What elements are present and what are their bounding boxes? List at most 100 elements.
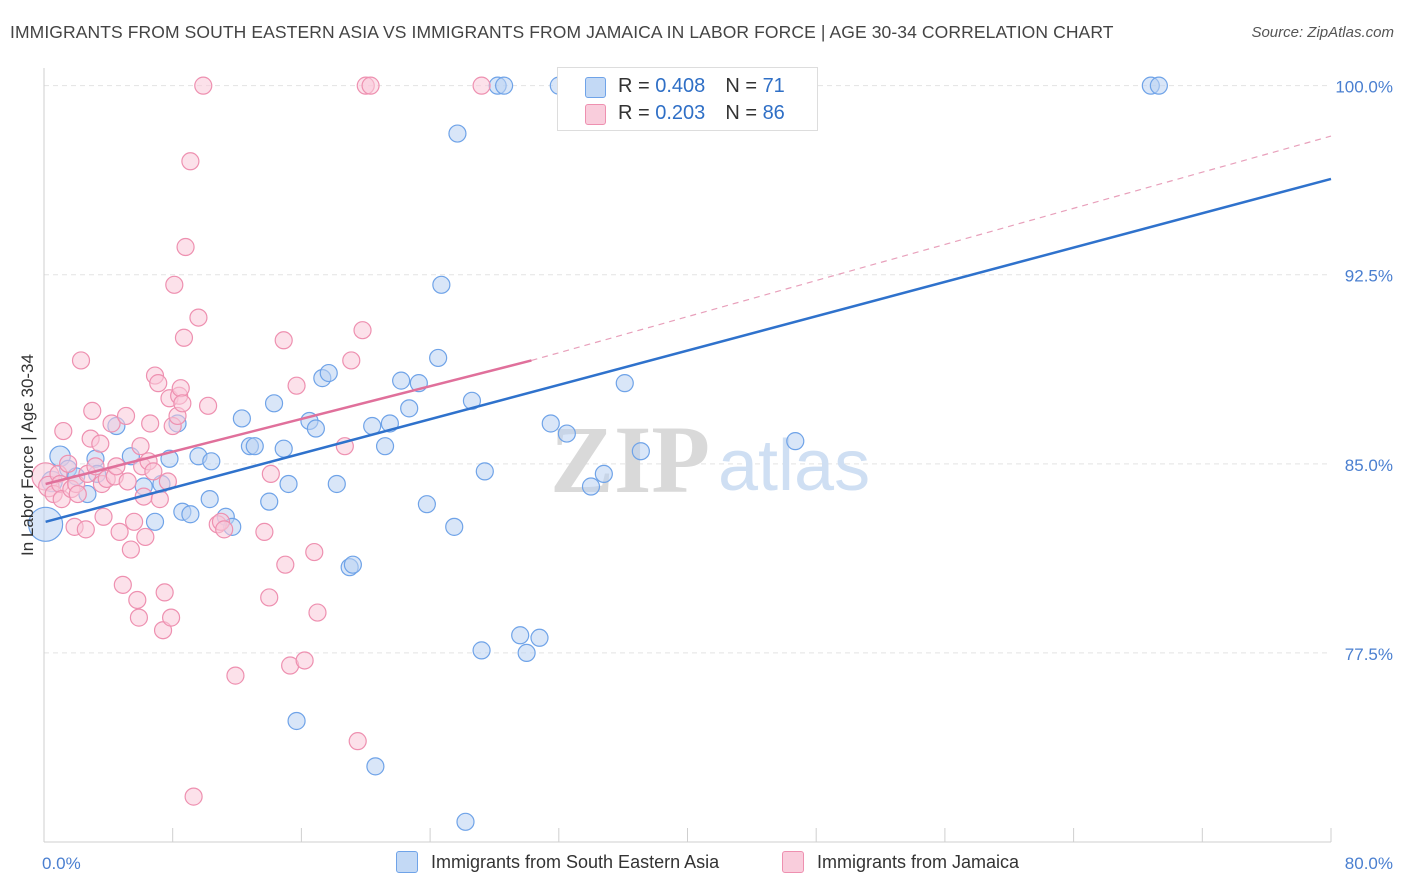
point-jamaica: [215, 520, 234, 539]
point-jamaica: [173, 394, 192, 413]
point-south-eastern-asia: [557, 424, 576, 443]
point-south-eastern-asia: [392, 371, 411, 390]
point-jamaica: [181, 152, 200, 171]
point-south-eastern-asia: [456, 812, 475, 831]
point-south-eastern-asia: [581, 477, 601, 496]
point-jamaica: [295, 651, 314, 670]
point-south-eastern-asia: [448, 124, 467, 143]
point-south-eastern-asia: [327, 474, 346, 494]
point-south-eastern-asia: [202, 452, 221, 471]
bottom-legend-swatch-jamaica: [782, 851, 804, 873]
y-tick-label: 100.0%: [1335, 78, 1393, 97]
bottom-legend-jamaica: Immigrants from Jamaica: [782, 851, 1019, 873]
point-south-eastern-asia: [475, 462, 494, 481]
point-jamaica: [94, 507, 113, 526]
point-south-eastern-asia: [429, 348, 448, 368]
point-south-eastern-asia: [400, 399, 419, 418]
point-south-eastern-asia: [786, 432, 805, 451]
legend-row-jamaica: R = 0.203 N = 86: [585, 101, 785, 125]
trend-line-south-eastern-asia: [45, 177, 1332, 524]
point-south-eastern-asia: [287, 711, 306, 731]
stats-legend: R = 0.408 N = 71 R = 0.203 N = 86: [557, 67, 818, 131]
legend-row-sea: R = 0.408 N = 71: [585, 74, 785, 98]
point-jamaica: [116, 406, 136, 426]
point-jamaica: [165, 275, 184, 294]
legend-r-value: 0.203: [655, 101, 706, 124]
point-jamaica: [308, 603, 327, 622]
point-south-eastern-asia: [1149, 76, 1168, 95]
point-south-eastern-asia: [541, 414, 560, 433]
point-jamaica: [287, 376, 306, 395]
legend-r-label: R =: [618, 74, 656, 97]
legend-swatch-jamaica: [585, 104, 606, 125]
point-jamaica: [472, 76, 491, 95]
chart-title: IMMIGRANTS FROM SOUTH EASTERN ASIA VS IM…: [10, 22, 1114, 42]
point-jamaica: [348, 732, 367, 751]
point-jamaica: [260, 588, 279, 607]
point-jamaica: [161, 608, 181, 627]
y-tick-label: 92.5%: [1345, 267, 1393, 286]
point-south-eastern-asia: [495, 76, 514, 95]
point-jamaica: [76, 520, 95, 539]
legend-r-value: 0.408: [655, 74, 706, 97]
point-jamaica: [110, 522, 129, 541]
point-south-eastern-asia: [594, 464, 613, 484]
bottom-legend-label-sea: Immigrants from South Eastern Asia: [431, 851, 720, 872]
axes: [43, 68, 1331, 843]
point-south-eastern-asia: [306, 419, 325, 438]
point-south-eastern-asia: [145, 512, 165, 531]
point-jamaica: [274, 331, 293, 350]
point-south-eastern-asia: [28, 506, 64, 542]
point-jamaica: [131, 437, 150, 456]
point-jamaica: [305, 542, 324, 562]
point-jamaica: [171, 379, 190, 398]
point-jamaica: [102, 414, 121, 433]
point-south-eastern-asia: [260, 492, 279, 511]
legend-n-label: N =: [725, 101, 763, 124]
point-jamaica: [121, 540, 140, 559]
legend-r-label: R =: [618, 101, 656, 124]
point-south-eastern-asia: [615, 374, 634, 393]
point-south-eastern-asia: [472, 641, 491, 660]
watermark: ZIP atlas: [550, 406, 870, 513]
point-jamaica: [194, 76, 213, 95]
point-jamaica: [59, 454, 78, 473]
point-jamaica: [141, 414, 160, 433]
point-jamaica: [353, 321, 372, 340]
point-jamaica: [189, 308, 208, 327]
point-jamaica: [361, 76, 380, 95]
point-south-eastern-asia: [375, 437, 395, 456]
point-south-eastern-asia: [366, 757, 385, 776]
point-south-eastern-asia: [279, 474, 298, 494]
trend-line-jamaica: [45, 359, 532, 486]
y-axis-label: In Labor Force | Age 30-34: [18, 354, 37, 556]
y-tick-label: 77.5%: [1345, 645, 1393, 664]
point-south-eastern-asia: [343, 555, 362, 574]
legend-n-value: 86: [762, 101, 785, 124]
legend-n-value: 71: [762, 74, 785, 97]
bottom-legend-label-jamaica: Immigrants from Jamaica: [817, 851, 1020, 872]
point-jamaica: [71, 351, 91, 370]
point-jamaica: [155, 583, 174, 602]
x-tick-label: 80.0%: [1345, 854, 1393, 873]
point-jamaica: [91, 434, 110, 453]
point-south-eastern-asia: [232, 409, 251, 428]
point-jamaica: [226, 666, 245, 685]
point-south-eastern-asia: [530, 628, 549, 647]
data-points: [28, 76, 1168, 831]
point-south-eastern-asia: [517, 643, 536, 663]
point-south-eastern-asia: [445, 517, 464, 536]
trend-line-jamaica-extension: [531, 135, 1332, 362]
bottom-legend-swatch-sea: [396, 851, 418, 873]
tick-labels: 77.5% 85.0% 92.5% 100.0% 0.0% 80.0%: [42, 78, 1393, 873]
point-jamaica: [68, 484, 87, 504]
point-south-eastern-asia: [511, 626, 530, 645]
point-south-eastern-asia: [264, 394, 284, 413]
point-jamaica: [128, 590, 147, 610]
point-jamaica: [184, 787, 203, 806]
bottom-legend-sea: Immigrants from South Eastern Asia: [396, 851, 719, 873]
point-south-eastern-asia: [245, 437, 264, 456]
point-south-eastern-asia: [319, 363, 338, 383]
point-south-eastern-asia: [631, 442, 650, 461]
point-jamaica: [144, 462, 163, 481]
